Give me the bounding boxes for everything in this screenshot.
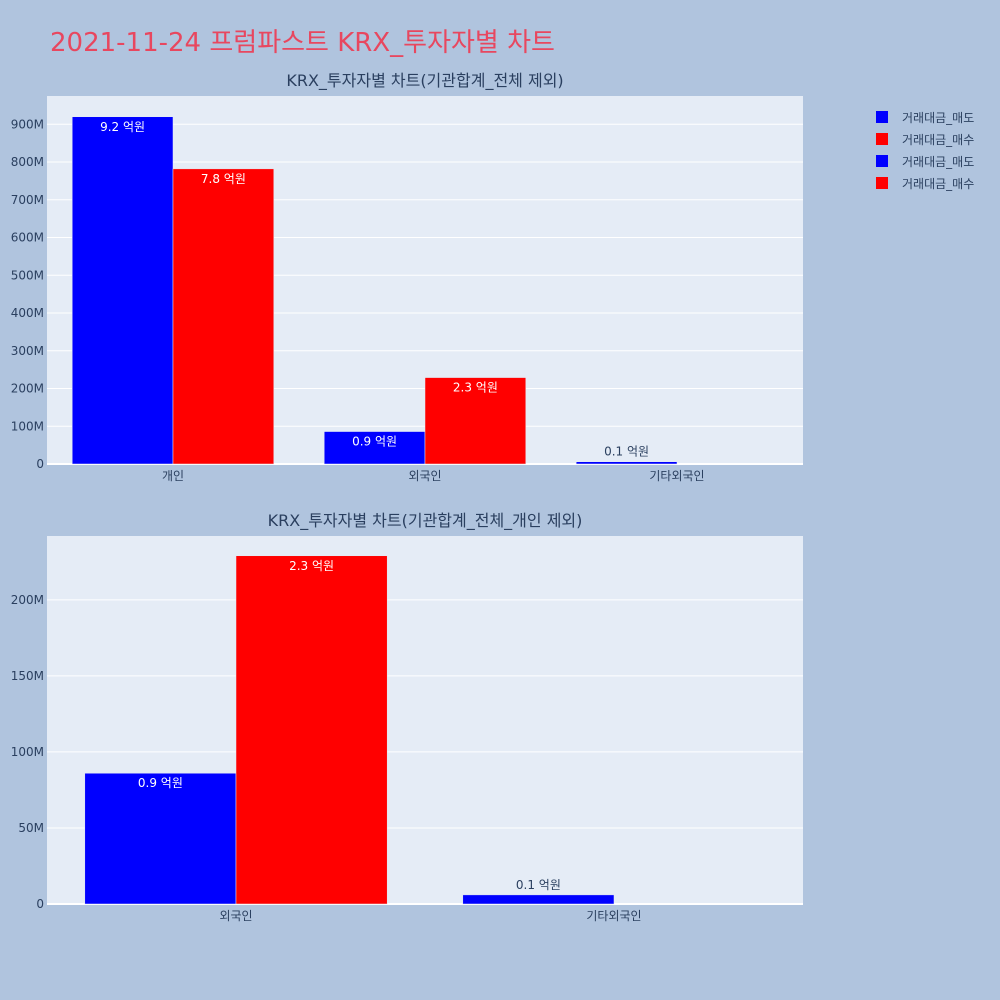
y-tick-label: 200M	[11, 593, 44, 607]
bar	[575, 461, 678, 465]
legend-swatch-sell	[876, 155, 888, 167]
x-tick-label: 기타외국인	[586, 909, 641, 923]
page-title: 2021-11-24 프럼파스트 KRX_투자자별 차트	[50, 28, 555, 58]
bar	[323, 431, 426, 465]
legend-swatch-sell	[876, 111, 888, 123]
bar	[71, 116, 174, 465]
legend-label: 거래대금_매도	[902, 154, 975, 169]
x-tick-label: 외국인	[219, 909, 252, 923]
bar	[424, 377, 527, 465]
y-tick-label: 900M	[11, 117, 44, 131]
legend-item[interactable]: 거래대금_매수	[876, 128, 974, 150]
chart-1: KRX_투자자별 차트(기관합계_전체 제외) 0 100M 200M 300M 400M…	[11, 71, 803, 483]
bar-data-label: 0.9 억원	[352, 435, 397, 449]
bar	[172, 168, 275, 465]
y-tick-label: 200M	[11, 382, 44, 396]
legend-swatch-buy	[876, 177, 888, 189]
y-tick-label: 100M	[11, 419, 44, 433]
legend: 거래대금_매도 거래대금_매수 거래대금_매도 거래대금_매수	[876, 106, 974, 194]
bar	[462, 894, 615, 905]
legend-label: 거래대금_매수	[902, 176, 975, 191]
bar-data-label: 0.1 억원	[516, 878, 561, 892]
y-tick-label: 700M	[11, 193, 44, 207]
y-tick-label: 300M	[11, 344, 44, 358]
chart-title: KRX_투자자별 차트(기관합계_전체_개인 제외)	[268, 511, 583, 531]
legend-item[interactable]: 거래대금_매도	[876, 106, 974, 128]
bar	[235, 555, 388, 905]
legend-label: 거래대금_매도	[902, 110, 975, 125]
bar	[84, 772, 237, 905]
bar-data-label: 0.1 억원	[604, 445, 649, 459]
y-tick-label: 100M	[11, 745, 44, 759]
chart-2: KRX_투자자별 차트(기관합계_전체_개인 제외) 0 50M 100M 150M 20…	[11, 511, 803, 923]
bar-data-label: 0.9 억원	[138, 776, 183, 790]
y-tick-label: 800M	[11, 155, 44, 169]
y-tick-label: 400M	[11, 306, 44, 320]
bar-data-label: 7.8 억원	[201, 172, 246, 186]
x-tick-label: 기타외국인	[649, 469, 704, 483]
legend-swatch-buy	[876, 133, 888, 145]
chart-1-container: KRX_투자자별 차트(기관합계_전체 제외) 0 100M 200M 300M 400M…	[0, 60, 860, 494]
chart-2-container: KRX_투자자별 차트(기관합계_전체_개인 제외) 0 50M 100M 150M 20…	[0, 500, 860, 934]
chart-title: KRX_투자자별 차트(기관합계_전체 제외)	[286, 71, 563, 91]
y-tick-label: 0	[36, 897, 44, 911]
legend-item[interactable]: 거래대금_매수	[876, 172, 974, 194]
y-tick-label: 600M	[11, 231, 44, 245]
legend-label: 거래대금_매수	[902, 132, 975, 147]
x-tick-label: 개인	[162, 469, 184, 483]
bar-data-label: 9.2 억원	[100, 120, 145, 134]
y-tick-label: 150M	[11, 669, 44, 683]
y-tick-label: 50M	[18, 821, 44, 835]
legend-item[interactable]: 거래대금_매도	[876, 150, 974, 172]
y-tick-label: 0	[36, 457, 44, 471]
x-tick-label: 외국인	[408, 469, 441, 483]
bar-data-label: 2.3 억원	[453, 381, 498, 395]
y-tick-label: 500M	[11, 268, 44, 282]
bar-data-label: 2.3 억원	[289, 559, 334, 573]
